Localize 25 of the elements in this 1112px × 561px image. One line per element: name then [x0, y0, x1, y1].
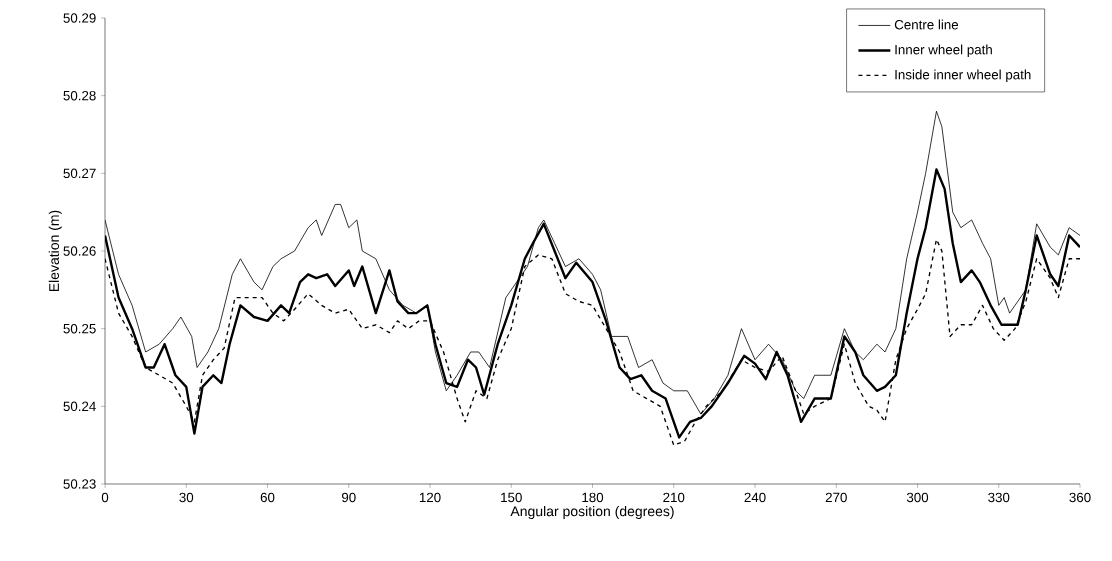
- x-tick-label: 240: [744, 492, 766, 503]
- x-tick-label: 330: [988, 492, 1010, 503]
- y-tick-label: 50.24: [63, 401, 96, 412]
- x-tick-label: 60: [260, 492, 275, 503]
- legend-label: Inner wheel path: [895, 44, 992, 58]
- legend-label: Centre line: [894, 19, 959, 30]
- x-tick-label: 360: [1069, 492, 1091, 503]
- x-tick-label: 90: [341, 492, 356, 503]
- x-tick-label: 30: [179, 492, 194, 503]
- y-axis-title: Elevation (m): [48, 210, 62, 292]
- y-tick-label: 50.28: [63, 90, 96, 101]
- y-tick-label: 50.27: [63, 168, 96, 179]
- x-tick-label: 180: [582, 492, 604, 503]
- y-tick-label: 50.23: [63, 479, 96, 489]
- y-tick-label: 50.26: [63, 246, 96, 256]
- x-tick-label: 270: [825, 492, 847, 503]
- x-tick-label: 300: [906, 492, 929, 503]
- x-tick-label: 120: [419, 492, 441, 503]
- y-tick-label: 50.25: [63, 323, 96, 334]
- x-axis-title: Angular position (degrees): [510, 505, 674, 520]
- x-tick-label: 150: [501, 492, 522, 503]
- x-tick-label: 0: [101, 492, 109, 503]
- x-tick-label: 210: [663, 492, 685, 503]
- y-tick-label: 50.29: [63, 13, 96, 23]
- legend-label: Inside inner wheel path: [895, 69, 1031, 83]
